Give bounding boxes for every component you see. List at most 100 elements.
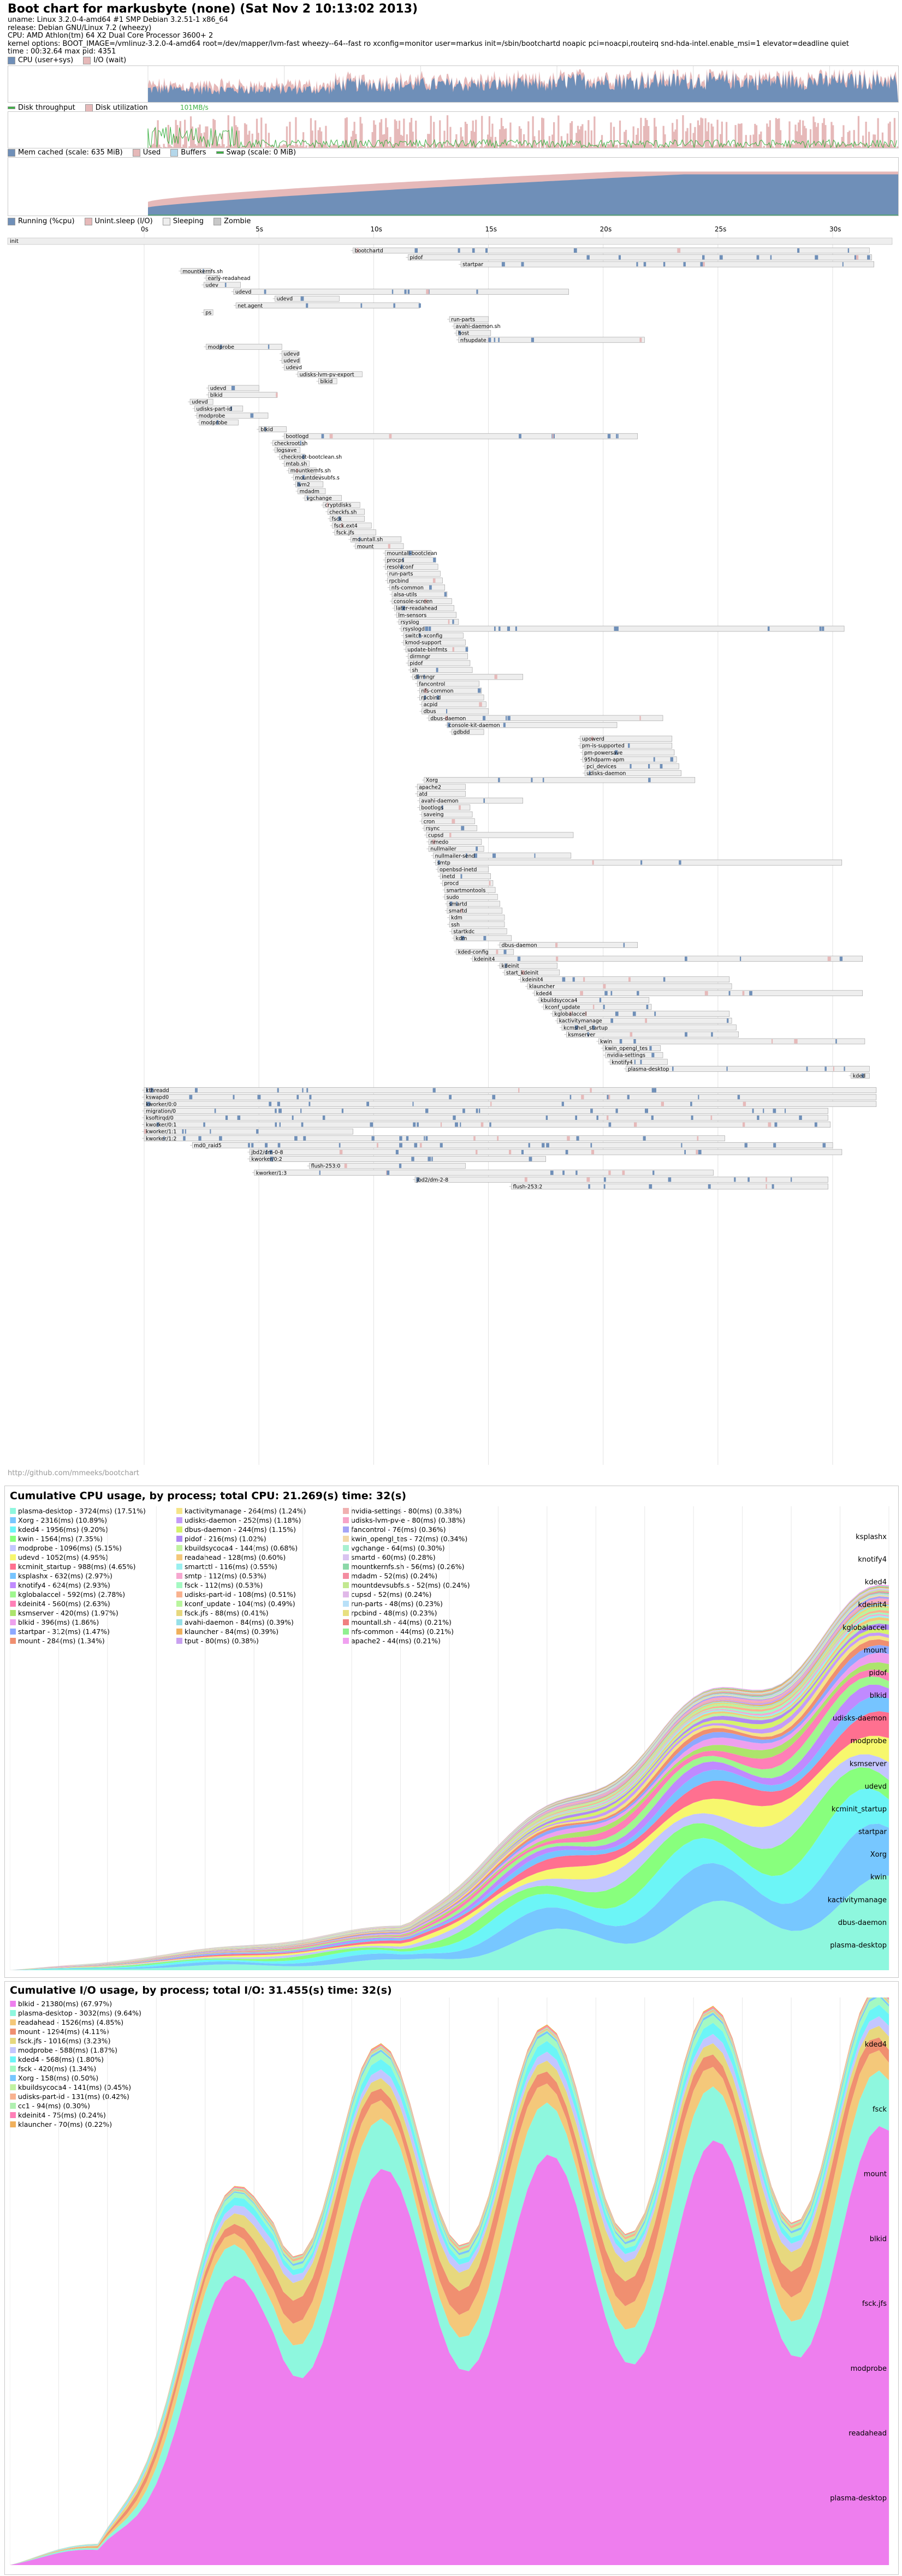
process-activity-mark [339, 1143, 341, 1148]
disk-util-bar [745, 135, 747, 148]
disk-util-bar [803, 126, 806, 148]
disk-util-bar [244, 123, 246, 148]
disk-util-bar [353, 122, 355, 148]
disk-util-bar [562, 145, 564, 148]
process-activity-mark [189, 1095, 193, 1100]
band-label: mount [864, 2170, 887, 2179]
disk-util-bar [654, 118, 656, 148]
time-tick-label: 30s [829, 226, 841, 233]
process-activity-mark [711, 1032, 713, 1037]
process-activity-mark [592, 1025, 595, 1030]
process-bar [144, 1101, 877, 1107]
legend-color-swatch [343, 1638, 349, 1644]
disk-util-bar [704, 118, 707, 148]
disk-util-bar [630, 146, 632, 148]
disk-util-bar [479, 146, 482, 148]
process-activity-mark [505, 963, 507, 968]
disk-util-bar [682, 115, 684, 148]
process-row: klauncher [525, 983, 732, 990]
process-row: mount [353, 543, 404, 550]
disk-util-bar [247, 134, 249, 148]
process-label: mtab.sh [286, 461, 307, 467]
process-activity-mark [542, 1143, 545, 1148]
process-activity-mark [772, 1039, 773, 1043]
disk-util-bar [460, 127, 462, 148]
legend-color-swatch [10, 2056, 16, 2062]
legend-process-label: modprobe - 1096(ms) (5.15%) [18, 1544, 122, 1552]
process-activity-mark [220, 344, 222, 349]
legend-color-swatch [343, 1610, 349, 1616]
process-activity-mark [425, 627, 429, 631]
process-label: avahi-daemon.sh [456, 324, 501, 330]
cumulative-process-area [10, 1997, 889, 2565]
process-activity-mark [737, 1095, 740, 1100]
disk-util-bar [293, 146, 295, 148]
legend-process-label: kconf_update - 104(ms) (0.49%) [185, 1600, 295, 1608]
disk-util-bar [616, 145, 618, 148]
process-activity-mark [423, 675, 425, 679]
process-label: console-kit-daemon [449, 723, 500, 729]
disk-util-bar [349, 146, 351, 148]
process-activity-mark [607, 1095, 609, 1100]
process-row: mountall-bootclean [383, 550, 437, 557]
disk-util-bar [286, 126, 288, 148]
process-activity-mark [702, 255, 705, 260]
process-row: smartmontools [442, 887, 496, 893]
process-activity-mark [303, 1136, 306, 1141]
process-activity-mark [614, 750, 618, 755]
disk-util-bar [854, 144, 857, 148]
legend-color-swatch [10, 1554, 16, 1560]
process-activity-mark [357, 248, 359, 253]
process-activity-mark [441, 805, 443, 810]
process-row: lm-sensors [394, 612, 457, 618]
legend-color-swatch [10, 2066, 16, 2072]
disk-util-bar [308, 144, 311, 148]
disk-util-bar [664, 134, 666, 148]
disk-util-bar [842, 125, 845, 148]
disk-util-bar [454, 147, 456, 148]
process-activity-mark [436, 695, 439, 700]
process-label: apache2 [419, 784, 441, 790]
process-activity-mark [710, 1116, 713, 1120]
disk-util-bar [563, 147, 566, 148]
process-label: kglobalaccel [554, 1011, 586, 1017]
process-activity-mark [419, 633, 421, 638]
disk-util-bar [194, 144, 197, 148]
disk-util-bar [518, 126, 521, 148]
process-row: run-parts [385, 570, 441, 577]
cumulative-process-area [10, 2126, 889, 2565]
legend-process-label: kdeinit4 - 560(ms) (2.63%) [18, 1600, 110, 1608]
band-label: ksplashx [856, 1533, 887, 1541]
process-activity-mark [490, 1101, 492, 1106]
process-row: udevd [280, 357, 301, 364]
disk-util-bar [862, 135, 864, 148]
process-row: avahi-daemon [417, 797, 523, 804]
process-row: vgchange [302, 495, 342, 502]
disk-util-bar [452, 145, 455, 148]
legend-color-swatch [10, 1508, 16, 1514]
disk-util-bar [182, 144, 185, 148]
process-row: nfsupdate [456, 337, 645, 343]
process-activity-mark [156, 1122, 159, 1127]
legend-process-label: plasma-desktop - 3032(ms) (9.64%) [18, 2009, 141, 2017]
bootchart-link[interactable]: http://github.com/mmeeks/bootchart [8, 1469, 139, 1477]
process-activity-mark [476, 289, 478, 294]
disk-util-bar [173, 135, 175, 148]
disk-util-bar [612, 144, 614, 148]
disk-util-bar [594, 116, 596, 148]
disk-util-bar [278, 145, 281, 148]
process-label: modprobe [199, 413, 226, 419]
disk-util-bar [239, 147, 241, 148]
process-row: start_kdeinit [502, 969, 560, 976]
disk-util-bar [672, 123, 674, 148]
disk-util-bar [230, 145, 233, 148]
process-activity-mark [163, 1136, 165, 1141]
io-process-list: blkid - 21380(ms) (67.97%) plasma-desktop… [10, 1999, 206, 2136]
process-row: apache2 [415, 784, 466, 790]
disk-util-bar [648, 126, 650, 148]
process-label: kactivitymanage [559, 1018, 602, 1024]
band-label: kwin [870, 1874, 887, 1882]
disk-util-bar [637, 128, 639, 148]
process-activity-mark [637, 991, 639, 995]
band-label: kded4 [865, 1578, 887, 1587]
